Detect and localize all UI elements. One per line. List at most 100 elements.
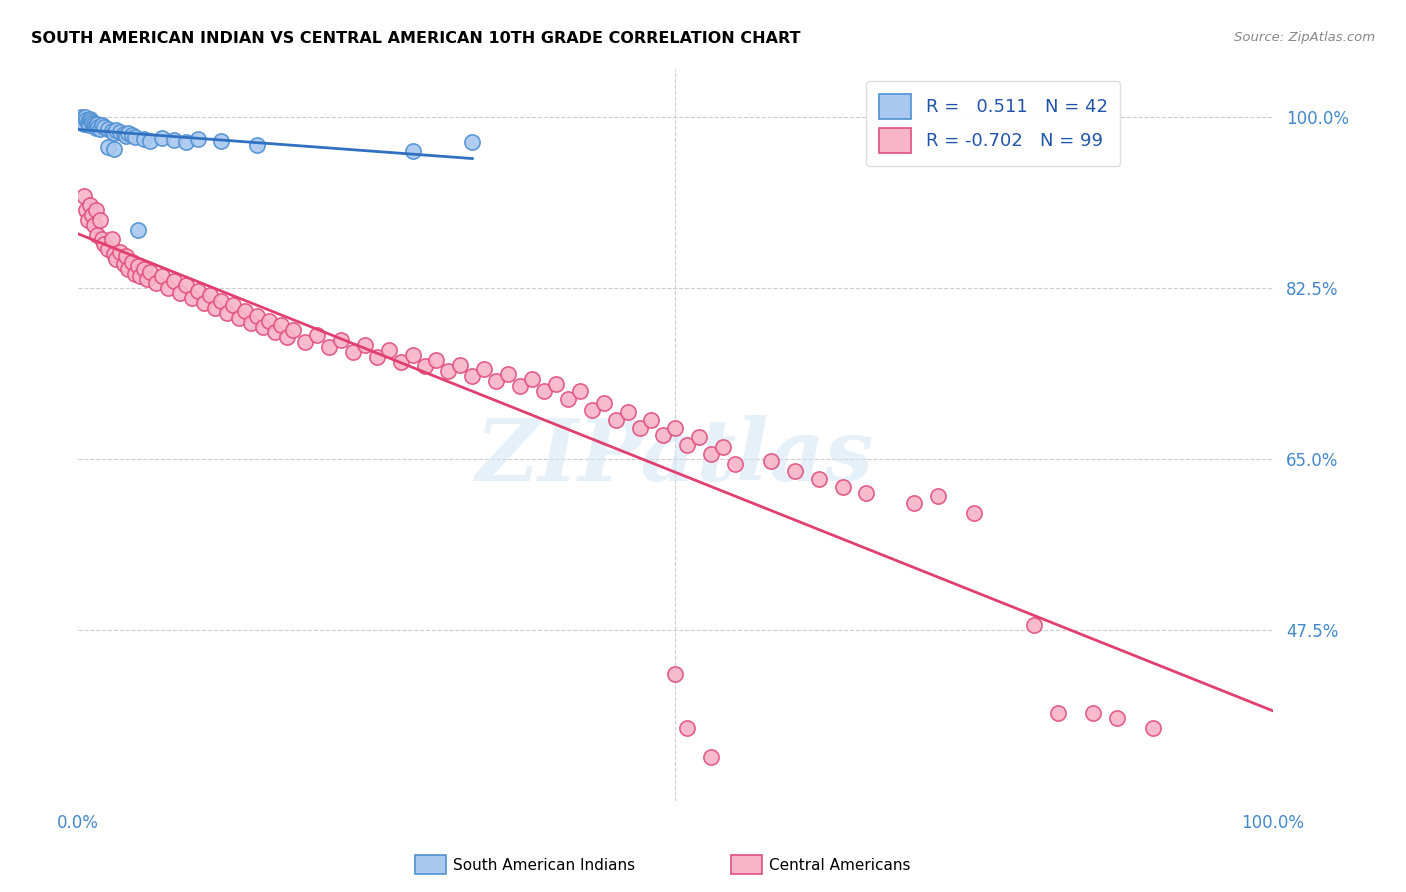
Point [124,129,146,144]
Point [163,133,186,147]
Point [108,245,131,260]
Point [342,344,364,359]
Point [136,271,159,285]
Point [903,496,925,510]
Point [83,119,105,133]
Point [76,213,98,227]
Text: Source: ZipAtlas.com: Source: ZipAtlas.com [1234,31,1375,45]
Point [963,506,986,520]
Point [86,227,108,242]
Point [180,291,202,305]
Point [91,118,114,132]
Point [724,457,747,471]
Point [121,255,143,269]
Point [581,403,603,417]
Point [533,384,555,398]
Point [97,242,120,256]
Point [124,267,146,281]
Point [640,413,662,427]
Point [83,218,105,232]
Point [211,134,233,148]
Point [79,198,101,212]
Point [389,354,412,368]
Point [305,328,328,343]
Point [246,137,269,152]
Point [76,115,98,129]
Point [89,213,111,227]
Point [76,113,98,128]
Point [73,117,96,131]
Point [246,309,269,323]
Point [156,281,179,295]
Point [163,273,186,287]
Point [115,249,138,263]
Point [79,112,101,127]
Point [807,472,830,486]
Point [449,358,471,372]
Point [461,135,484,149]
Point [855,486,877,500]
Point [711,440,734,454]
Point [100,124,122,138]
Point [700,447,723,461]
Point [276,330,298,344]
Point [121,128,143,142]
Point [264,326,287,340]
Point [132,132,155,146]
Legend: R =   0.511   N = 42, R = -0.702   N = 99: R = 0.511 N = 42, R = -0.702 N = 99 [866,81,1121,166]
Point [783,464,806,478]
Point [132,261,155,276]
Point [252,320,274,334]
Point [103,247,125,261]
Point [425,352,447,367]
Point [353,338,375,352]
Point [664,421,686,435]
Point [187,285,209,299]
Point [100,232,122,246]
Text: South American Indians: South American Indians [453,858,636,872]
Point [84,121,107,136]
Point [557,392,579,406]
Point [97,122,120,136]
Point [568,384,591,398]
Point [1107,711,1129,725]
Point [108,125,131,139]
Point [270,318,292,333]
Point [204,301,226,315]
Point [117,126,139,140]
Point [112,127,135,141]
Point [103,142,125,156]
Point [86,117,108,131]
Point [76,203,98,218]
Point [211,293,233,308]
Point [496,368,519,382]
Point [198,288,221,302]
Point [472,362,495,376]
Point [605,413,627,427]
Point [69,111,91,125]
Point [150,131,173,145]
Point [112,257,135,271]
Point [294,334,316,349]
Point [1142,721,1164,735]
Point [103,126,125,140]
Point [97,139,120,153]
Point [401,144,423,158]
Point [75,111,97,125]
Text: SOUTH AMERICAN INDIAN VS CENTRAL AMERICAN 10TH GRADE CORRELATION CHART: SOUTH AMERICAN INDIAN VS CENTRAL AMERICA… [31,31,800,46]
Point [413,359,436,374]
Text: Central Americans: Central Americans [769,858,911,872]
Point [89,122,111,136]
Point [82,208,104,222]
Point [831,480,853,494]
Point [676,721,699,735]
Point [281,323,304,337]
Point [87,120,110,135]
Point [628,421,651,435]
Point [1022,618,1045,632]
Point [83,117,105,131]
Y-axis label: 10th Grade: 10th Grade [0,392,7,478]
Point [329,333,352,347]
Point [129,268,152,283]
Point [93,237,115,252]
